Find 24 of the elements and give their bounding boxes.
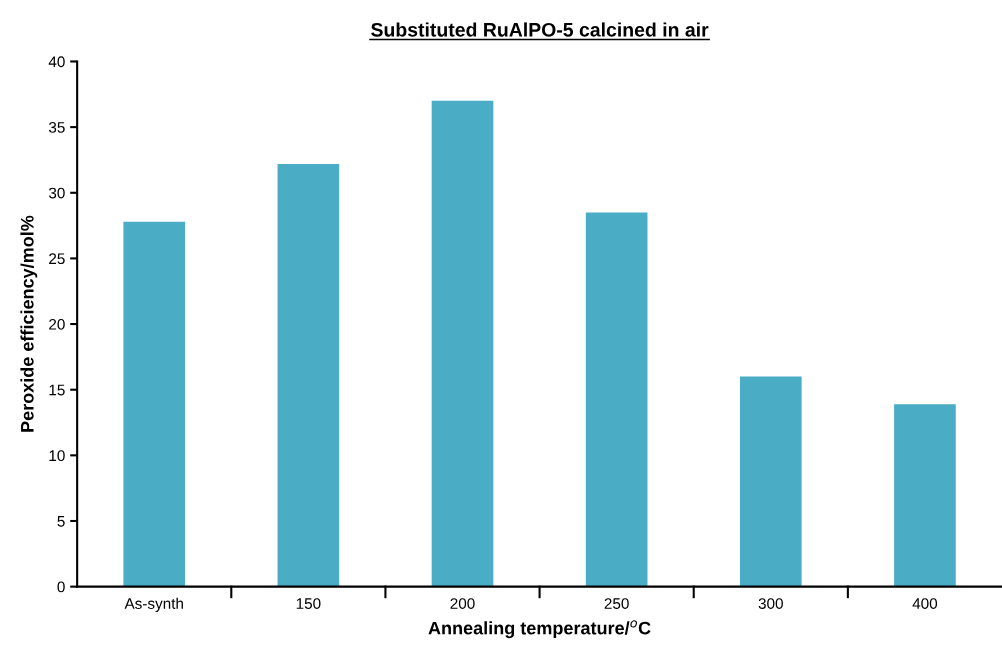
y-tick-label: 30 [48,187,65,199]
y-tick-label: 15 [49,384,65,396]
x-tick-label: 250 [604,598,629,609]
x-tick-label: As-synth [124,597,183,612]
y-tick-label: 35 [48,121,65,133]
y-tick-label: 10 [49,450,65,462]
chart-title: Substituted RuAlPO-5 calcined in air [371,22,709,37]
bar [431,100,494,587]
bar [277,163,340,587]
bar [739,376,802,587]
y-axis-title: Peroxide efficiency/mol% [20,215,38,432]
bar [123,221,186,587]
y-tick-label: 5 [57,516,65,527]
x-tick-label: 400 [912,598,938,609]
x-tick-label: 300 [758,598,783,609]
y-tick-label: 40 [48,56,65,68]
x-tick-label: 200 [450,598,475,609]
bar [585,212,648,587]
y-tick-label: 20 [49,318,65,330]
y-tick-label: 0 [57,581,65,593]
y-tick-label: 25 [49,253,65,265]
x-axis-title: Annealing temperature/$^{o}$C [428,620,651,639]
bar [894,404,956,587]
x-tick-label: 150 [296,598,321,609]
